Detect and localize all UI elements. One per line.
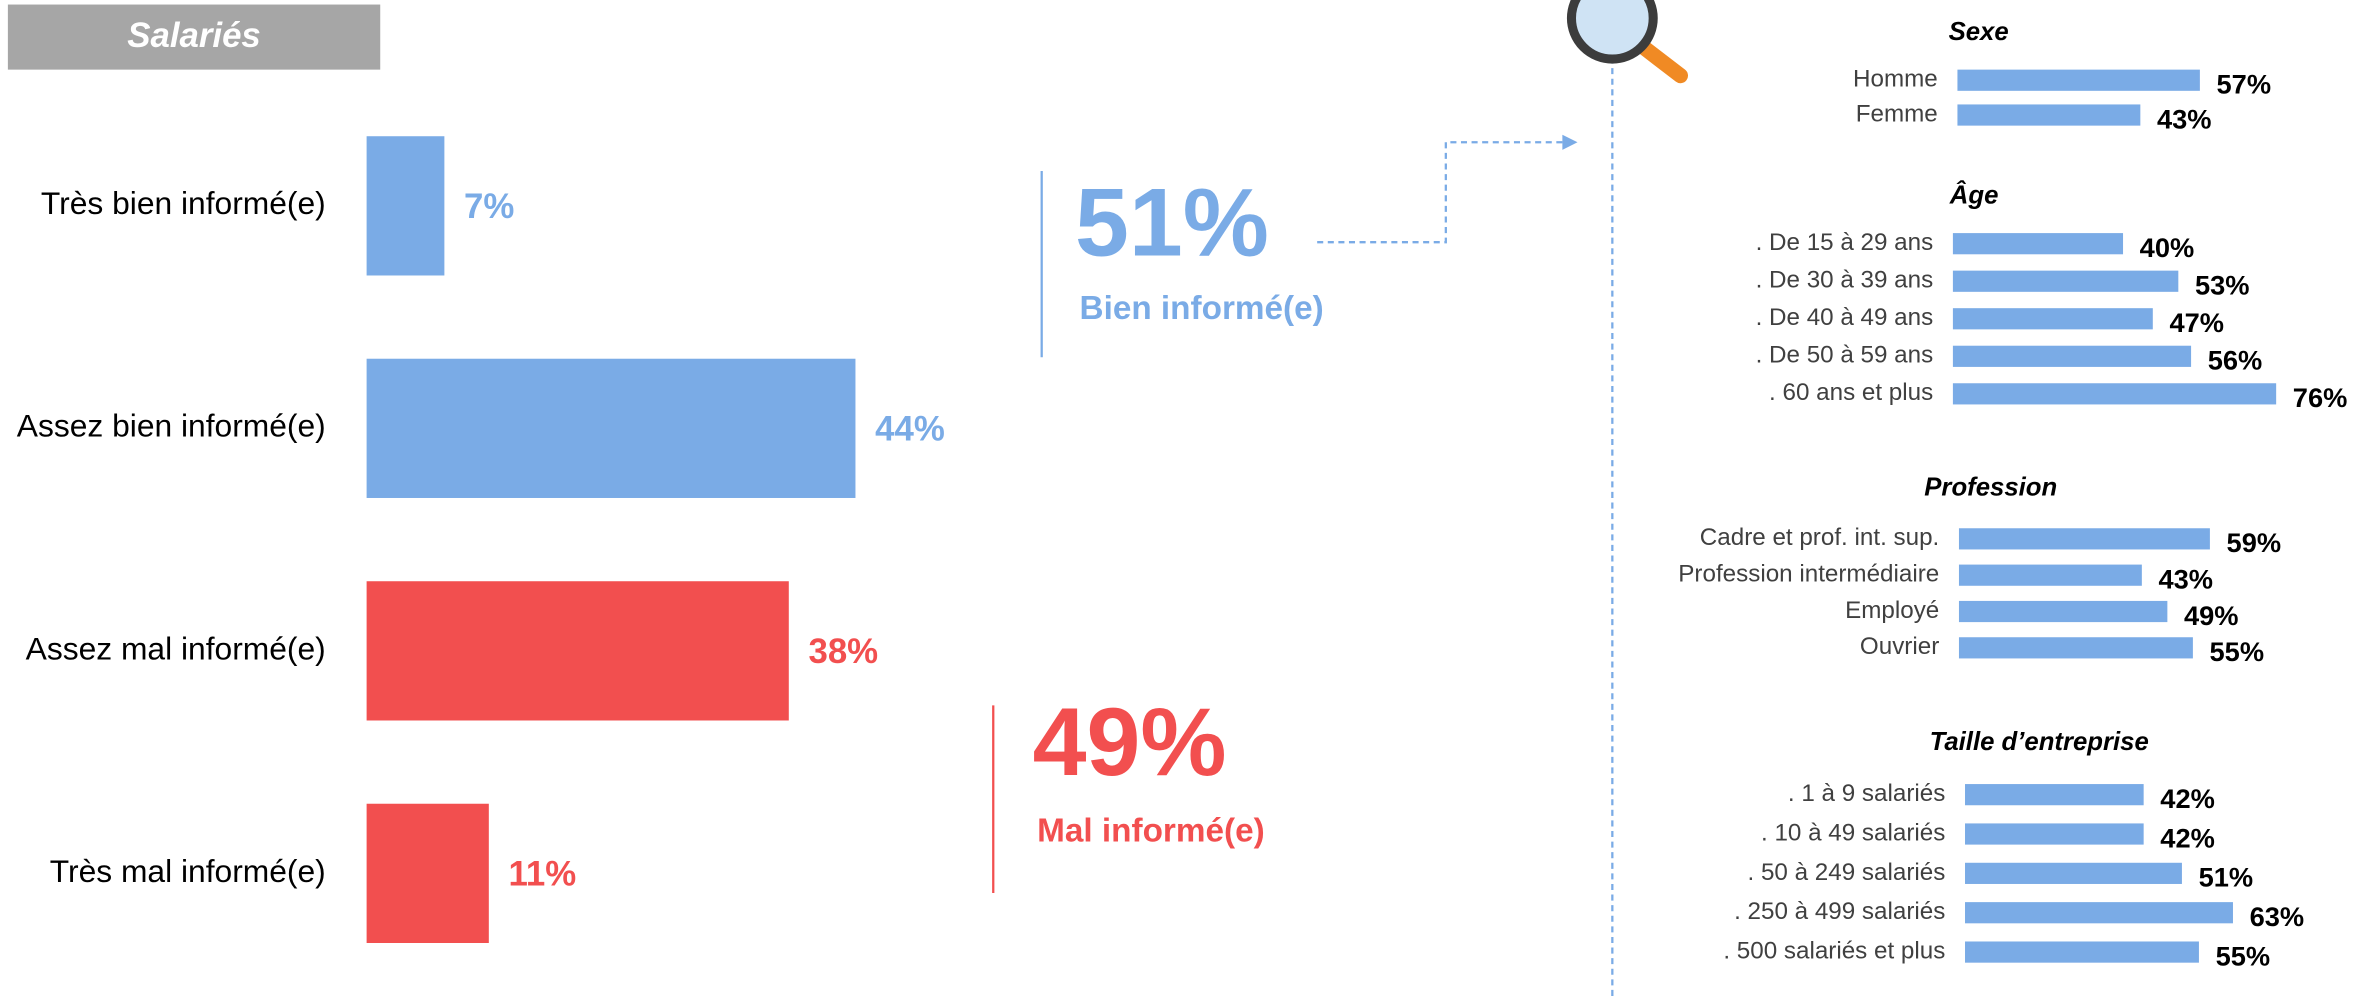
bar <box>1957 104 2141 126</box>
bar <box>1952 233 2124 255</box>
value-label: 63% <box>2250 901 2305 932</box>
value-label: 53% <box>2195 269 2250 300</box>
value-label: 40% <box>2140 232 2195 263</box>
summary-text: Bien informé(e) <box>1080 290 1324 327</box>
arrow <box>1317 141 1566 244</box>
value-label: 56% <box>2208 345 2263 376</box>
bar <box>1965 784 2144 806</box>
value-label: 43% <box>2157 103 2212 134</box>
bar <box>1952 383 2277 405</box>
value-label: 42% <box>2160 783 2215 814</box>
bar <box>1958 637 2193 659</box>
magnifier-icon <box>1566 0 1689 84</box>
value-label: 59% <box>2227 527 2282 558</box>
summary-text: Mal informé(e) <box>1037 812 1265 849</box>
category-label: Homme <box>1853 66 1938 93</box>
title: Salariés <box>127 16 261 55</box>
group-title: Taille d’entreprise <box>1930 728 2149 756</box>
category-label: . De 30 à 39 ans <box>1756 267 1934 294</box>
category-label: . 60 ans et plus <box>1769 379 1933 406</box>
bar <box>1952 308 2153 330</box>
bar <box>366 581 789 721</box>
bar <box>1958 600 2168 623</box>
summary-value: 49% <box>1033 687 1227 796</box>
bar <box>1957 69 2200 91</box>
bar <box>1952 270 2179 292</box>
value-label: 11% <box>508 855 576 894</box>
category-label: Employé <box>1845 597 1939 624</box>
category-label: Femme <box>1856 100 1938 127</box>
bar <box>366 803 489 943</box>
value-label: 47% <box>2169 307 2224 338</box>
bar <box>1965 902 2233 924</box>
value-label: 51% <box>2199 862 2254 893</box>
value-label: 55% <box>2210 636 2265 667</box>
category-label: . 1 à 9 salariés <box>1788 780 1945 807</box>
value-label: 49% <box>2184 600 2239 631</box>
category-label: Très bien informé(e) <box>41 185 326 221</box>
group-title: Profession <box>1924 474 2057 502</box>
value-label: 57% <box>2217 68 2272 99</box>
value-label: 42% <box>2160 822 2215 853</box>
bar <box>1958 528 2210 550</box>
value-label: 55% <box>2216 940 2271 971</box>
category-label: . 50 à 249 salariés <box>1748 859 1946 886</box>
category-label: . De 15 à 29 ans <box>1756 229 1934 256</box>
category-label: Ouvrier <box>1860 633 1939 660</box>
bar <box>366 358 856 498</box>
bar <box>366 136 445 276</box>
value-label: 44% <box>875 410 945 449</box>
bar <box>1958 564 2142 586</box>
bar <box>1952 345 2192 367</box>
category-label: Très mal informé(e) <box>50 853 326 889</box>
summary-value: 51% <box>1075 168 1269 277</box>
category-label: Cadre et prof. int. sup. <box>1700 524 1939 551</box>
group-title: Sexe <box>1949 18 2009 46</box>
arrow-head <box>1562 134 1578 150</box>
value-label: 38% <box>808 632 878 671</box>
bar <box>1965 941 2199 963</box>
category-label: . De 50 à 59 ans <box>1756 342 1934 369</box>
category-label: Assez mal informé(e) <box>26 630 326 666</box>
category-label: . De 40 à 49 ans <box>1756 304 1934 331</box>
bar <box>1965 862 2182 884</box>
category-label: Assez bien informé(e) <box>17 408 326 444</box>
value-label: 43% <box>2158 563 2213 594</box>
category-label: . 500 salariés et plus <box>1723 937 1945 964</box>
category-label: . 250 à 499 salariés <box>1734 898 1945 925</box>
group-title: Âge <box>1949 180 1999 210</box>
category-label: . 10 à 49 salariés <box>1761 819 1945 846</box>
value-label: 76% <box>2293 382 2348 413</box>
value-label: 7% <box>464 187 514 226</box>
bar <box>1965 823 2144 845</box>
title-box <box>7 4 381 70</box>
category-label: Profession intermédiaire <box>1678 561 1939 588</box>
